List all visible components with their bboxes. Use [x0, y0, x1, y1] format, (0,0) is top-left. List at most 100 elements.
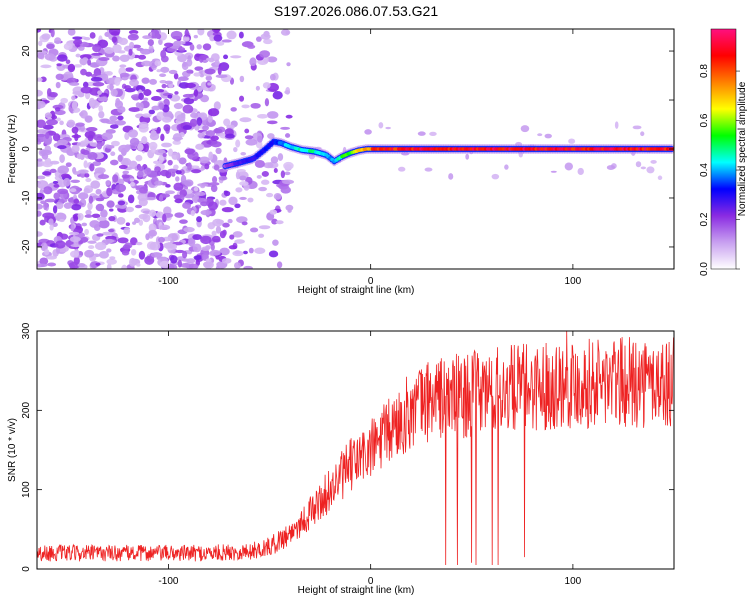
- noise-blob: [266, 56, 278, 63]
- noise-blob: [87, 134, 94, 142]
- noise-blob: [177, 259, 182, 268]
- noise-blob: [223, 54, 229, 60]
- noise-blob: [80, 236, 89, 243]
- noise-blob: [136, 263, 141, 267]
- y-tick-label: 0: [21, 146, 32, 152]
- noise-blob: [53, 192, 60, 200]
- noise-blob: [184, 148, 196, 155]
- noise-blob: [182, 93, 194, 98]
- colorbar-tick-label: 0.4: [699, 163, 710, 177]
- noise-blob: [254, 247, 266, 254]
- noise-blob: [121, 264, 128, 269]
- noise-blob: [129, 257, 137, 267]
- noise-blob: [48, 218, 54, 226]
- colorbar-tick-label: 0.6: [699, 113, 710, 127]
- noise-blob: [149, 241, 161, 251]
- noise-blob: [111, 140, 120, 147]
- noise-blob: [269, 73, 276, 81]
- noise-blob: [84, 214, 93, 218]
- noise-blob: [97, 96, 108, 102]
- noise-blob: [71, 100, 78, 110]
- noise-blob: [44, 249, 50, 256]
- noise-blob: [137, 143, 144, 152]
- noise-blob: [82, 81, 89, 88]
- noise-blob: [234, 203, 241, 209]
- noise-blob: [183, 179, 194, 187]
- noise-blob: [85, 127, 98, 132]
- noise-blob: [117, 178, 125, 185]
- noise-blob: [45, 132, 50, 140]
- noise-blob: [190, 210, 195, 217]
- noise-blob: [92, 44, 102, 53]
- noise-blob: [71, 95, 76, 101]
- noise-blob: [40, 242, 48, 252]
- noise-blob: [149, 78, 158, 85]
- noise-blob: [141, 60, 153, 67]
- noise-blob: [115, 97, 121, 106]
- noise-blob: [154, 60, 162, 67]
- noise-blob: [213, 128, 223, 134]
- noise-blob: [124, 144, 131, 151]
- noise-blob: [273, 168, 278, 174]
- noise-blob: [141, 113, 152, 118]
- noise-blob: [285, 204, 294, 211]
- noise-blob: [284, 133, 291, 138]
- noise-blob: [222, 229, 227, 236]
- noise-blob: [43, 186, 53, 195]
- noise-blob: [614, 121, 619, 129]
- noise-blob: [205, 258, 212, 263]
- noise-blob: [130, 248, 137, 256]
- noise-blob: [248, 247, 254, 254]
- noise-blob: [233, 146, 238, 153]
- noise-blob: [121, 174, 130, 179]
- noise-blob: [56, 54, 68, 62]
- noise-blob: [219, 199, 227, 206]
- noise-blob: [195, 143, 205, 150]
- noise-blob: [168, 69, 178, 75]
- noise-blob: [39, 257, 49, 265]
- noise-blob: [125, 222, 131, 227]
- colorbar-ticks: 0.0 0.2 0.4 0.6 0.8: [699, 64, 740, 276]
- noise-blob: [87, 201, 93, 211]
- noise-blob: [37, 158, 43, 162]
- noise-blob: [59, 154, 65, 163]
- noise-blob: [159, 73, 167, 77]
- y-tick-label: 200: [21, 402, 32, 419]
- noise-blob: [67, 29, 76, 36]
- noise-blob: [232, 250, 244, 257]
- noise-blob: [263, 38, 273, 45]
- noise-blob: [196, 117, 203, 126]
- noise-blob: [104, 238, 115, 244]
- y-tick-label: 10: [21, 94, 32, 106]
- noise-blob: [261, 171, 269, 177]
- noise-blob: [116, 216, 126, 225]
- noise-blob: [254, 160, 265, 168]
- noise-blob: [153, 149, 166, 156]
- noise-blob: [96, 233, 104, 237]
- snr-x-label: Height of straight line (km): [298, 585, 415, 596]
- noise-blob: [155, 89, 165, 93]
- noise-blob: [94, 167, 106, 174]
- noise-blob: [260, 33, 271, 40]
- noise-blob: [180, 263, 192, 268]
- noise-blob: [59, 120, 64, 126]
- noise-blob: [285, 114, 293, 119]
- noise-blob: [88, 245, 95, 250]
- noise-blob: [175, 170, 182, 175]
- noise-blob: [151, 95, 162, 102]
- noise-blob: [640, 166, 647, 170]
- noise-blob: [143, 89, 152, 97]
- noise-blob: [137, 166, 145, 172]
- noise-blob: [193, 195, 199, 204]
- noise-blob: [230, 107, 237, 112]
- noise-blob: [124, 85, 131, 90]
- noise-blob: [266, 111, 279, 119]
- noise-blob: [129, 79, 139, 87]
- noise-blob: [97, 174, 110, 180]
- noise-blob: [182, 202, 192, 209]
- noise-blob: [96, 142, 103, 150]
- noise-blob: [101, 132, 113, 141]
- noise-blob: [55, 240, 66, 249]
- y-tick-label: -10: [21, 190, 32, 205]
- noise-blob: [568, 138, 576, 144]
